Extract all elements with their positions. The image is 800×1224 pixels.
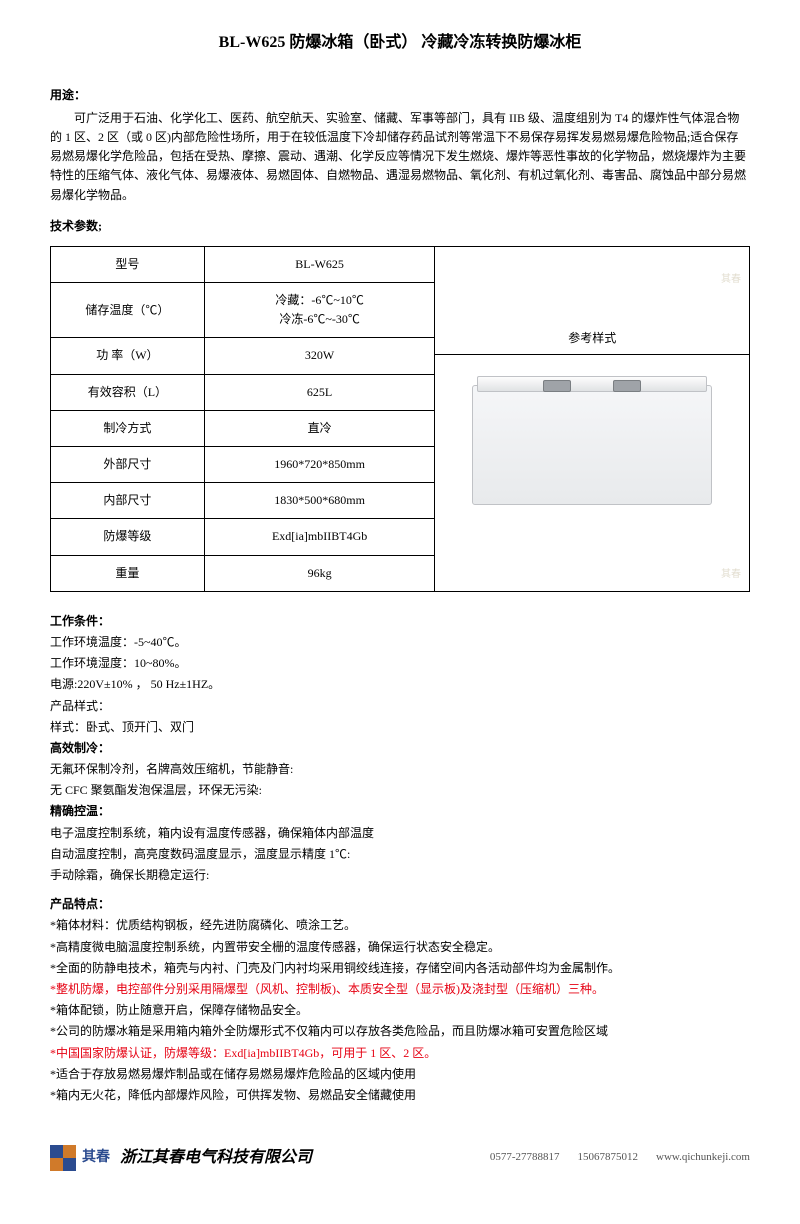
work-line: 产品样式： <box>50 697 750 716</box>
th-in: 内部尺寸 <box>51 483 205 519</box>
work-line: 样式：卧式、顶开门、双门 <box>50 718 750 737</box>
work-h: 工作条件： <box>50 612 750 631</box>
spec-heading: 技术参数; <box>50 217 750 236</box>
usage-heading: 用途： <box>50 86 750 105</box>
th-ex: 防爆等级 <box>51 519 205 555</box>
watermark: 其春 <box>721 272 741 288</box>
feature-item: *公司的防爆冰箱是采用箱内箱外全防爆形式不仅箱内可以存放各类危险品，而且防爆冰箱… <box>50 1022 750 1041</box>
tel1: 0577-27788817 <box>490 1149 560 1167</box>
td-power: 320W <box>204 338 435 374</box>
usage-text: 可广泛用于石油、化学化工、医药、航空航天、实验室、储藏、军事等部门，具有 IIB… <box>50 109 750 205</box>
cool-line: 无氟环保制冷剂，名牌高效压缩机，节能静音: <box>50 760 750 779</box>
td-model: BL-W625 <box>204 246 435 282</box>
brand: 其春 <box>82 1147 110 1169</box>
cool-line: 无 CFC 聚氨酯发泡保温层，环保无污染: <box>50 781 750 800</box>
logo-icon <box>50 1145 76 1171</box>
freezer-illustration <box>472 385 712 505</box>
th-cool: 制冷方式 <box>51 410 205 446</box>
work-line: 电源:220V±10% ， 50 Hz±1HZ。 <box>50 675 750 694</box>
th-vol: 有效容积（L） <box>51 374 205 410</box>
tel2: 15067875012 <box>578 1149 639 1167</box>
spec-table: 型号 BL-W625 参考样式 其春 其春 储存温度（℃）冷藏：-6℃~10℃ … <box>50 246 750 592</box>
features: 产品特点： *箱体材料：优质结构钢板，经先进防腐磷化、喷涂工艺。 *高精度微电脑温… <box>50 895 750 1105</box>
watermark: 其春 <box>721 567 741 583</box>
feature-item: *全面的防静电技术，箱壳与内衬、门壳及门内衬均采用铜绞线连接，存储空间内各活动部… <box>50 959 750 978</box>
th-power: 功 率（W） <box>51 338 205 374</box>
temp-line: 电子温度控制系统，箱内设有温度传感器，确保箱体内部温度 <box>50 824 750 843</box>
website: www.qichunkeji.com <box>656 1149 750 1167</box>
td-wt: 96kg <box>204 555 435 591</box>
td-out: 1960*720*850mm <box>204 447 435 483</box>
temp-h: 精确控温： <box>50 802 750 821</box>
footer: 其春 浙江其春电气科技有限公司 0577-27788817 1506787501… <box>50 1145 750 1171</box>
temp-line: 自动温度控制，高亮度数码温度显示，温度显示精度 1℃: <box>50 845 750 864</box>
feature-item: *箱内无火花，降低内部爆炸风险，可供挥发物、易燃品安全储藏使用 <box>50 1086 750 1105</box>
handle-icon <box>613 380 641 392</box>
ref-style-cell: 参考样式 其春 其春 <box>435 246 750 591</box>
feature-item: *适合于存放易燃易爆炸制品或在储存易燃易爆炸危险品的区域内使用 <box>50 1065 750 1084</box>
feature-item: *整机防爆，电控部件分别采用隔爆型（风机、控制板)、本质安全型（显示板)及浇封型… <box>50 980 750 999</box>
doc-title: BL-W625 防爆冰箱（卧式） 冷藏冷冻转换防爆冰柜 <box>50 30 750 56</box>
th-wt: 重量 <box>51 555 205 591</box>
handle-icon <box>543 380 571 392</box>
feature-item: *高精度微电脑温度控制系统，内置带安全栅的温度传感器，确保运行状态安全稳定。 <box>50 938 750 957</box>
th-model: 型号 <box>51 246 205 282</box>
features-h: 产品特点： <box>50 895 750 914</box>
ref-style-label: 参考样式 <box>435 323 749 355</box>
feature-item: *箱体配锁，防止随意开启，保障存储物品安全。 <box>50 1001 750 1020</box>
th-out: 外部尺寸 <box>51 447 205 483</box>
company-name: 浙江其春电气科技有限公司 <box>120 1145 312 1171</box>
td-ex: Exd[ia]mbIIBT4Gb <box>204 519 435 555</box>
th-temp: 储存温度（℃） <box>51 283 205 338</box>
td-temp: 冷藏：-6℃~10℃ 冷冻-6℃~-30℃ <box>204 283 435 338</box>
footer-contacts: 0577-27788817 15067875012 www.qichunkeji… <box>490 1149 750 1167</box>
work-line: 工作环境湿度：10~80%。 <box>50 654 750 673</box>
td-vol: 625L <box>204 374 435 410</box>
cool-h: 高效制冷： <box>50 739 750 758</box>
td-in: 1830*500*680mm <box>204 483 435 519</box>
td-cool: 直冷 <box>204 410 435 446</box>
work-line: 工作环境温度：-5~40℃。 <box>50 633 750 652</box>
work-conditions: 工作条件： 工作环境温度：-5~40℃。 工作环境湿度：10~80%。 电源:2… <box>50 612 750 885</box>
temp-line: 手动除霜，确保长期稳定运行: <box>50 866 750 885</box>
feature-item: *箱体材料：优质结构钢板，经先进防腐磷化、喷涂工艺。 <box>50 916 750 935</box>
feature-item: *中国国家防爆认证，防爆等级：Exd[ia]mbIIBT4Gb，可用于 1 区、… <box>50 1044 750 1063</box>
